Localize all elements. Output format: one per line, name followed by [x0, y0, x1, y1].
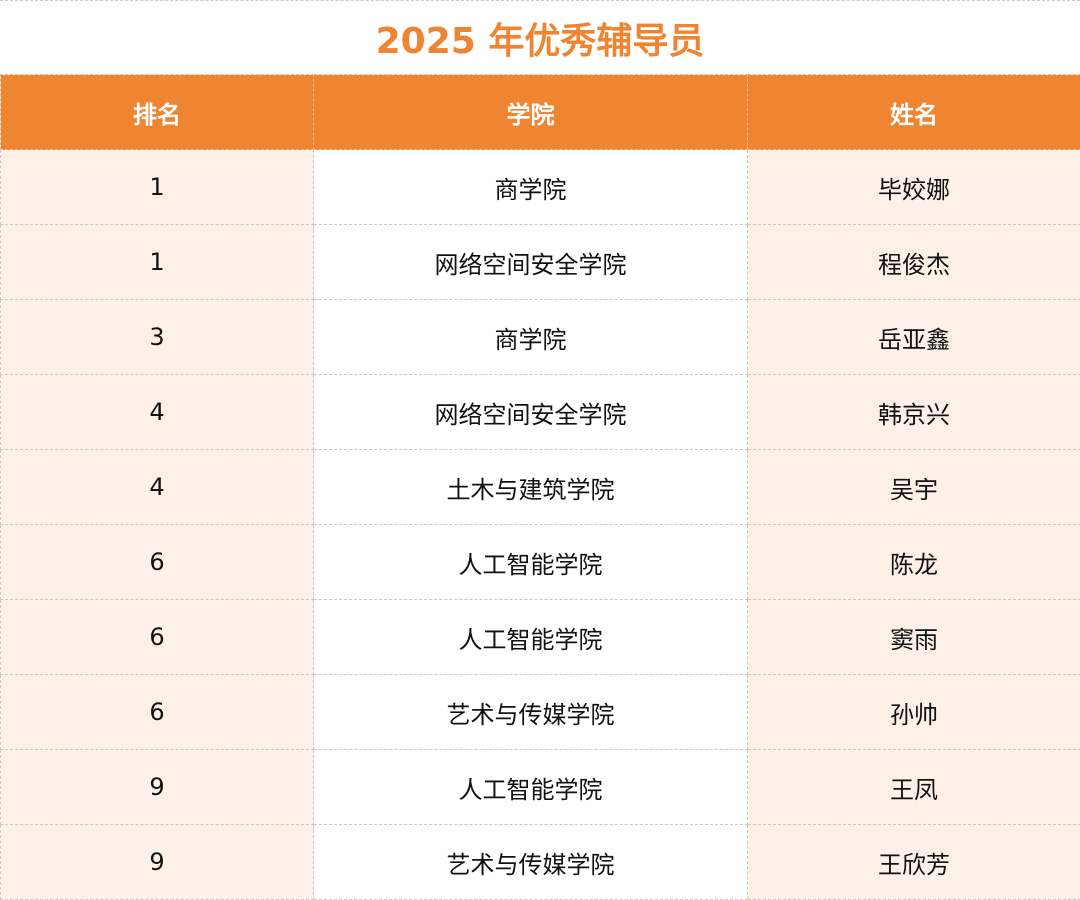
- name-cell: 孙帅: [748, 675, 1080, 750]
- college-cell: 商学院: [314, 300, 748, 375]
- name-cell: 吴宇: [748, 450, 1080, 525]
- rank-cell: 3: [1, 300, 314, 375]
- name-cell: 王凤: [748, 750, 1080, 825]
- college-cell: 土木与建筑学院: [314, 450, 748, 525]
- rank-cell: 4: [1, 450, 314, 525]
- name-cell: 窦雨: [748, 600, 1080, 675]
- name-cell: 程俊杰: [748, 225, 1080, 300]
- name-cell: 韩京兴: [748, 375, 1080, 450]
- name-cell: 王欣芳: [748, 825, 1080, 900]
- college-cell: 商学院: [314, 150, 748, 225]
- rank-cell: 1: [1, 225, 314, 300]
- college-cell: 网络空间安全学院: [314, 375, 748, 450]
- rank-cell: 1: [1, 150, 314, 225]
- college-cell: 人工智能学院: [314, 525, 748, 600]
- rank-cell: 6: [1, 525, 314, 600]
- page-title: 2025 年优秀辅导员: [0, 0, 1080, 74]
- name-cell: 岳亚鑫: [748, 300, 1080, 375]
- name-cell: 陈龙: [748, 525, 1080, 600]
- rank-cell: 9: [1, 750, 314, 825]
- column-header-college: 学院: [314, 75, 748, 150]
- college-cell: 人工智能学院: [314, 750, 748, 825]
- column-header-name: 姓名: [748, 75, 1080, 150]
- name-cell: 毕姣娜: [748, 150, 1080, 225]
- college-cell: 网络空间安全学院: [314, 225, 748, 300]
- column-header-rank: 排名: [1, 75, 314, 150]
- rank-cell: 9: [1, 825, 314, 900]
- college-cell: 人工智能学院: [314, 600, 748, 675]
- rank-cell: 6: [1, 600, 314, 675]
- college-cell: 艺术与传媒学院: [314, 825, 748, 900]
- rank-cell: 6: [1, 675, 314, 750]
- rank-cell: 4: [1, 375, 314, 450]
- college-cell: 艺术与传媒学院: [314, 675, 748, 750]
- header-row: 排名 学院 姓名: [1, 75, 1080, 150]
